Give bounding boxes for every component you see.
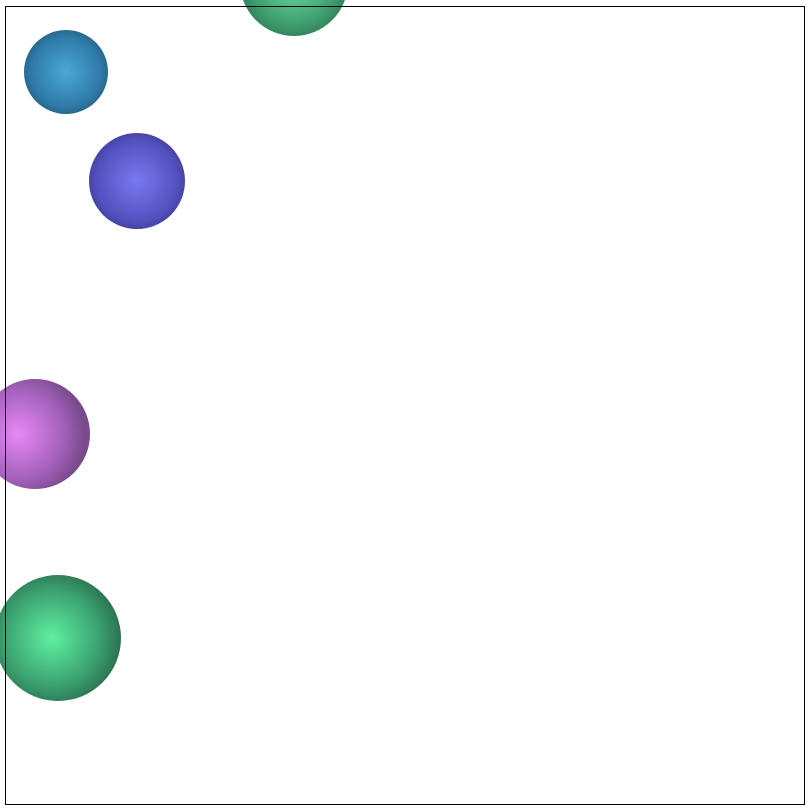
frame-border xyxy=(5,6,805,805)
sphere-sea-green xyxy=(0,575,121,701)
tentacle-blob xyxy=(480,0,720,200)
isolated-spheres xyxy=(0,0,345,701)
sphere-steel-blue xyxy=(24,30,108,114)
main-blob xyxy=(150,80,790,720)
sphere-violet xyxy=(0,379,90,489)
sphere-top-green xyxy=(243,0,345,36)
sphere-indigo xyxy=(89,133,185,229)
